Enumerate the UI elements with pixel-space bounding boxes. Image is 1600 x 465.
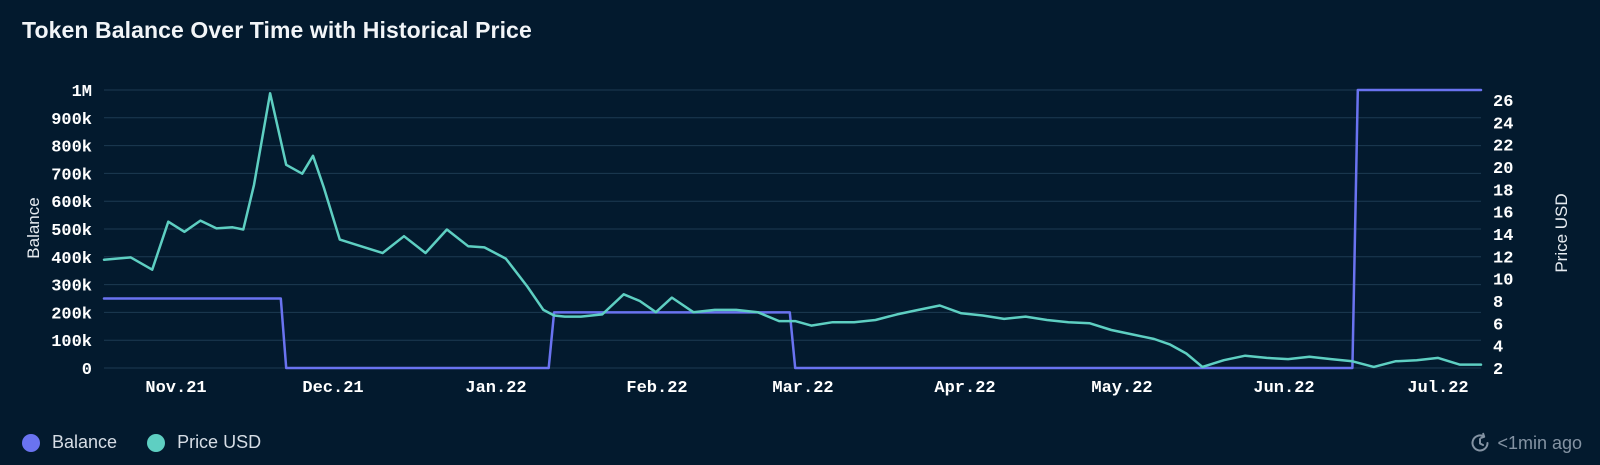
y-left-tick-label: 0 — [82, 361, 92, 380]
y-right-tick-label: 16 — [1493, 205, 1513, 224]
series-layer — [102, 88, 1483, 370]
price-series-line[interactable] — [102, 92, 1483, 369]
y-left-tick-label: 700k — [51, 166, 92, 185]
legend-item-price[interactable]: Price USD — [147, 432, 261, 453]
legend: Balance Price USD — [22, 432, 291, 453]
y-right-tick-label: 2 — [1493, 361, 1503, 380]
balance-series-line[interactable] — [102, 88, 1483, 370]
last-updated[interactable]: <1min ago — [1469, 432, 1582, 454]
y-right-tick-label: 14 — [1493, 227, 1513, 246]
grid-lines — [104, 89, 1481, 369]
x-tick-label: Jan.22 — [465, 379, 526, 398]
left-axis-label: Balance — [24, 197, 43, 258]
y-right-tick-label: 4 — [1493, 339, 1503, 358]
y-right-tick-label: 24 — [1493, 115, 1513, 134]
x-tick-label: Dec.21 — [302, 379, 363, 398]
x-axis: Nov.21 Dec.21 Jan.22 Feb.22 Mar.22 Apr.22 May.… — [145, 379, 1468, 398]
x-tick-label: Jun.22 — [1253, 379, 1314, 398]
x-tick-label: Nov.21 — [145, 379, 206, 398]
left-axis: 0 100k 200k 300k 400k 500k 600k 700k 800k 900k 1M — [51, 83, 92, 380]
legend-label-balance: Balance — [52, 432, 118, 452]
y-right-tick-label: 12 — [1493, 249, 1513, 268]
last-updated-text: <1min ago — [1497, 432, 1582, 453]
refresh-clock-icon — [1471, 432, 1489, 452]
legend-dot-price — [147, 433, 166, 452]
x-tick-label: May.22 — [1091, 379, 1152, 398]
chart-title: Token Balance Over Time with Historical … — [22, 17, 532, 43]
y-right-tick-label: 10 — [1493, 272, 1513, 291]
y-left-tick-label: 300k — [51, 278, 92, 297]
y-right-tick-label: 18 — [1493, 182, 1513, 201]
x-tick-label: Feb.22 — [626, 379, 687, 398]
y-left-tick-label: 100k — [51, 333, 92, 352]
y-left-tick-label: 500k — [51, 222, 92, 241]
x-tick-label: Apr.22 — [934, 379, 995, 398]
x-tick-label: Jul.22 — [1407, 379, 1468, 398]
y-left-tick-label: 900k — [51, 111, 92, 130]
legend-item-balance[interactable]: Balance — [22, 432, 117, 453]
y-right-tick-label: 26 — [1493, 93, 1513, 112]
right-axis-label: Price USD — [1552, 193, 1571, 272]
legend-label-price: Price USD — [177, 432, 262, 452]
y-right-tick-label: 8 — [1493, 294, 1503, 313]
y-left-tick-label: 1M — [72, 83, 92, 102]
legend-dot-balance — [22, 433, 40, 452]
y-left-tick-label: 200k — [51, 305, 92, 324]
x-tick-label: Mar.22 — [772, 379, 833, 398]
y-left-tick-label: 600k — [51, 194, 92, 213]
y-right-tick-label: 20 — [1493, 160, 1513, 179]
y-left-tick-label: 800k — [51, 139, 92, 158]
y-right-tick-label: 22 — [1493, 138, 1513, 157]
chart-canvas: 0100k200k300k400k500k600k700k800k900k1M … — [24, 83, 1571, 398]
y-right-tick-label: 6 — [1493, 316, 1503, 335]
y-left-tick-label: 400k — [51, 250, 92, 269]
